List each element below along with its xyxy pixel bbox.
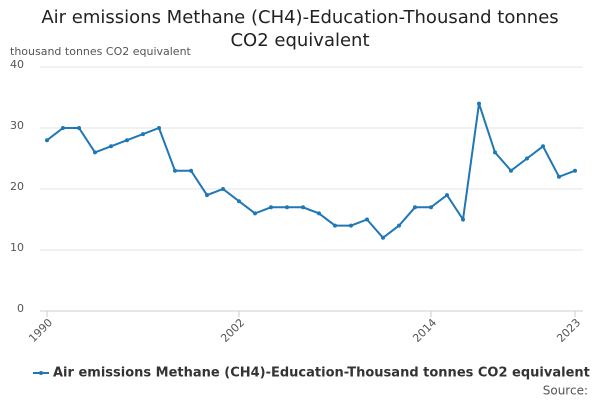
- data-point: [157, 126, 161, 130]
- y-tick-label: 40: [10, 58, 24, 71]
- data-point: [301, 205, 305, 210]
- data-point: [285, 205, 289, 210]
- x-tick-label: 2023: [554, 316, 583, 345]
- data-point: [189, 168, 193, 173]
- data-point: [205, 193, 209, 198]
- data-point: [45, 138, 49, 143]
- legend-marker: [39, 371, 43, 375]
- data-point: [349, 223, 353, 228]
- data-point: [493, 150, 497, 155]
- x-tick-label: 1990: [26, 316, 55, 345]
- data-point: [61, 126, 65, 130]
- data-point: [429, 205, 433, 210]
- data-point: [525, 156, 529, 161]
- y-tick-label: 20: [10, 180, 24, 193]
- data-point: [557, 174, 561, 179]
- data-point: [173, 168, 177, 173]
- x-tick-label: 2014: [410, 316, 439, 345]
- data-point: [365, 217, 369, 222]
- data-point: [253, 211, 257, 216]
- data-point: [333, 223, 337, 228]
- data-point: [509, 168, 513, 173]
- y-axis-label: thousand tonnes CO2 equivalent: [10, 45, 192, 58]
- y-tick-label: 30: [10, 119, 24, 132]
- y-tick-label: 10: [10, 241, 24, 254]
- data-point: [317, 211, 321, 216]
- data-point: [397, 223, 401, 228]
- y-tick-label: 0: [17, 302, 24, 315]
- data-point: [573, 168, 577, 173]
- data-point: [93, 150, 97, 155]
- data-line: [46, 103, 576, 240]
- data-point: [141, 132, 145, 137]
- data-point: [77, 126, 81, 130]
- data-point: [461, 217, 465, 222]
- data-point: [541, 144, 545, 149]
- data-point: [269, 205, 273, 210]
- data-point: [109, 144, 113, 149]
- source: Source:: [543, 384, 588, 398]
- data-point: [125, 138, 129, 143]
- chart-title: Air emissions Methane (CH4)-Education-Th…: [41, 7, 559, 51]
- data-point: [413, 205, 417, 210]
- data-point: [237, 199, 241, 204]
- data-point: [381, 235, 385, 240]
- data-point: [221, 187, 225, 191]
- data-point: [445, 193, 449, 198]
- data-point: [477, 101, 481, 106]
- x-tick-label: 2002: [218, 316, 247, 345]
- legend-label: Air emissions Methane (CH4)-Education-Th…: [53, 366, 590, 381]
